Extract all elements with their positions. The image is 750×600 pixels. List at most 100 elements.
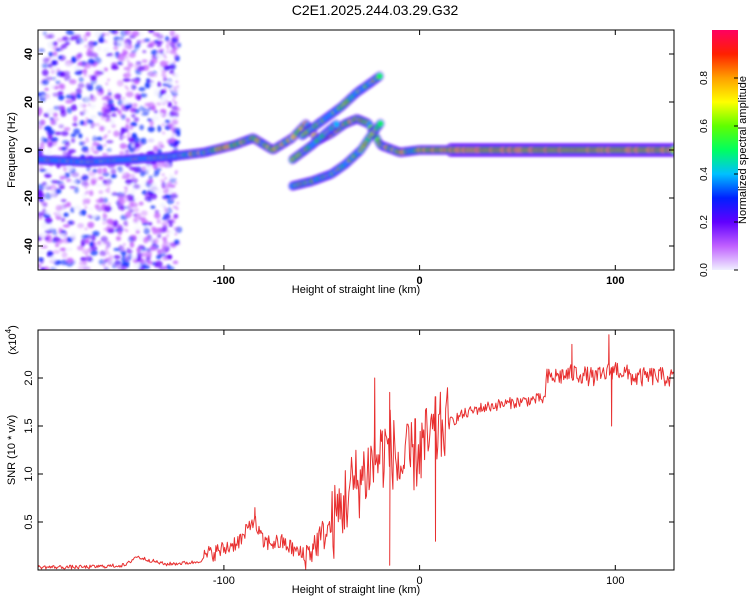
speckle-mark bbox=[45, 76, 53, 81]
spectrogram-marks bbox=[38, 30, 674, 270]
y-tick-label: 40 bbox=[23, 48, 35, 60]
speckle-mark bbox=[50, 84, 56, 90]
streak-mark bbox=[125, 55, 129, 59]
speckle-mark bbox=[112, 219, 119, 227]
streak-mark bbox=[85, 33, 89, 37]
speckle-mark bbox=[119, 142, 127, 150]
speckle-mark bbox=[79, 111, 86, 116]
streak-mark bbox=[161, 123, 165, 127]
speckle-mark bbox=[77, 266, 86, 270]
streak-mark bbox=[173, 100, 177, 104]
speckle-mark bbox=[76, 54, 82, 59]
speckle-mark bbox=[78, 102, 84, 108]
speckle-mark bbox=[66, 151, 73, 156]
speckle-mark bbox=[42, 57, 50, 64]
streak-mark bbox=[170, 242, 174, 246]
streak-mark bbox=[83, 267, 87, 270]
speckle-mark bbox=[42, 203, 48, 208]
streak-mark bbox=[174, 88, 178, 92]
speckle-mark bbox=[66, 166, 72, 171]
streak-mark bbox=[127, 182, 131, 186]
speckle-mark bbox=[86, 50, 93, 57]
speckle-mark bbox=[148, 30, 155, 34]
speckle-mark bbox=[40, 119, 46, 126]
speckle-mark bbox=[133, 262, 140, 269]
speckle-mark bbox=[132, 255, 137, 261]
streak-mark bbox=[84, 205, 88, 209]
streak-mark bbox=[175, 41, 179, 45]
speckle-mark bbox=[106, 148, 112, 152]
streak-mark bbox=[103, 209, 107, 213]
speckle-mark bbox=[38, 48, 46, 53]
speckle-mark bbox=[168, 64, 175, 69]
streak-mark bbox=[86, 238, 90, 242]
speckle-mark bbox=[89, 114, 98, 119]
streak-mark bbox=[125, 118, 129, 122]
speckle-mark bbox=[135, 70, 142, 75]
streak-mark bbox=[172, 111, 176, 115]
speckle-mark bbox=[89, 190, 94, 197]
speckle-mark bbox=[111, 124, 116, 128]
speckle-mark bbox=[52, 92, 61, 97]
streak-mark bbox=[163, 267, 167, 270]
streak-mark bbox=[102, 102, 106, 106]
y-tick-label: -20 bbox=[23, 190, 35, 206]
speckle-mark bbox=[132, 102, 138, 108]
speckle-mark bbox=[129, 173, 136, 180]
spectrogram-x-ticks: -100 0 100 bbox=[213, 30, 624, 287]
streak-mark bbox=[163, 206, 167, 210]
snr-y-ticks: 0.5 1.0 1.5 2.0 bbox=[23, 370, 674, 530]
speckle-mark bbox=[141, 112, 149, 116]
speckle-mark bbox=[132, 183, 141, 190]
spectrogram-x-label: Height of straight line (km) bbox=[292, 284, 420, 296]
speckle-mark bbox=[52, 230, 58, 236]
speckle-mark bbox=[113, 36, 120, 42]
streak-mark bbox=[126, 87, 130, 91]
speckle-mark bbox=[48, 51, 54, 57]
speckle-mark bbox=[148, 237, 156, 244]
speckle-mark bbox=[136, 95, 142, 101]
speckle-mark bbox=[94, 204, 101, 210]
speckle-mark bbox=[173, 239, 180, 245]
streak-mark bbox=[105, 248, 109, 252]
speckle-mark bbox=[77, 83, 85, 89]
streak-mark bbox=[122, 50, 126, 54]
speckle-mark bbox=[38, 263, 42, 268]
streak-mark bbox=[83, 62, 87, 66]
speckle-mark bbox=[40, 136, 46, 144]
speckle-mark bbox=[58, 227, 63, 233]
speckle-mark bbox=[92, 135, 98, 143]
speckle-mark bbox=[91, 52, 98, 58]
speckle-mark bbox=[139, 170, 146, 177]
speckle-mark bbox=[89, 241, 95, 247]
speckle-mark bbox=[133, 117, 140, 122]
y-tick-label: 2.0 bbox=[23, 370, 35, 385]
streak-mark bbox=[125, 258, 129, 262]
speckle-mark bbox=[130, 121, 138, 127]
speckle-mark bbox=[96, 136, 103, 141]
x-tick-label: 100 bbox=[606, 575, 624, 587]
speckle-mark bbox=[60, 199, 67, 203]
speckle-mark bbox=[44, 217, 53, 225]
speckle-mark bbox=[106, 218, 114, 225]
streak-mark bbox=[85, 256, 89, 260]
colorbar-tick-label: 0.4 bbox=[699, 167, 710, 181]
speckle-mark bbox=[139, 259, 146, 264]
speckle-mark bbox=[95, 57, 102, 64]
speckle-mark bbox=[113, 45, 119, 51]
speckle-mark bbox=[107, 98, 114, 105]
speckle-mark bbox=[137, 65, 145, 72]
speckle-mark bbox=[39, 168, 47, 172]
speckle-mark bbox=[116, 79, 124, 87]
speckle-mark bbox=[44, 173, 52, 178]
speckle-mark bbox=[151, 115, 160, 122]
speckle-mark bbox=[62, 150, 68, 158]
speckle-mark bbox=[164, 94, 171, 99]
speckle-mark bbox=[117, 98, 123, 106]
speckle-mark bbox=[70, 232, 77, 240]
speckle-mark bbox=[51, 59, 59, 67]
speckle-mark bbox=[66, 107, 73, 114]
speckle-mark bbox=[92, 169, 98, 173]
streak-mark bbox=[166, 161, 170, 165]
speckle-mark bbox=[38, 192, 45, 198]
